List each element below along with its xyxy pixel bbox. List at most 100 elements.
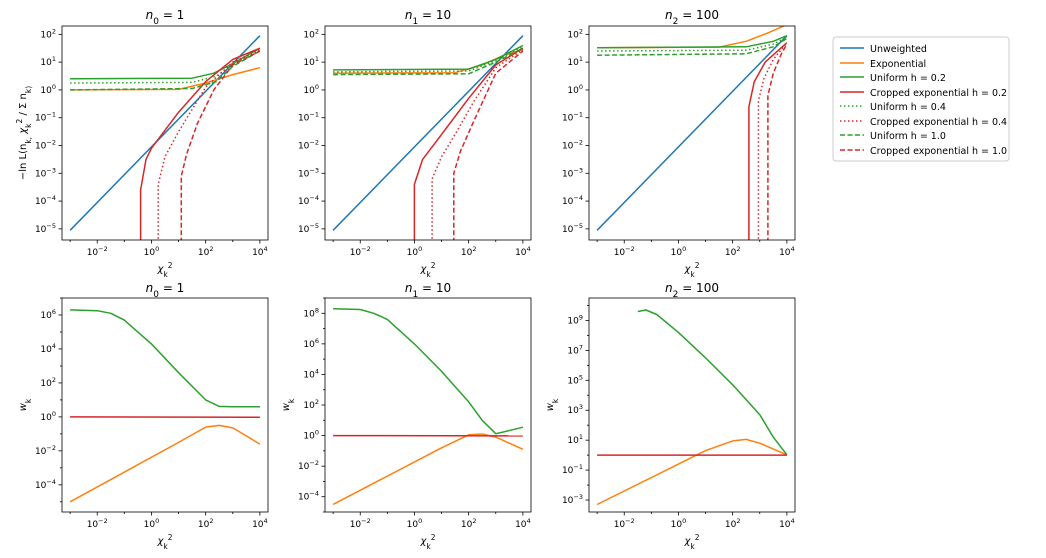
x-tick-label: 102 bbox=[461, 245, 477, 258]
y-tick-label: 10−2 bbox=[35, 444, 56, 457]
axes-frame bbox=[588, 297, 796, 513]
axes-frame bbox=[588, 25, 796, 241]
y-axis-label: wk bbox=[545, 398, 560, 411]
y-tick-label: 10−1 bbox=[298, 111, 319, 124]
y-tick-label: 102 bbox=[303, 398, 319, 411]
legend-item: Uniform h = 0.4 bbox=[840, 102, 946, 113]
series-line-uniform-h-0.2 bbox=[70, 309, 260, 408]
series-line-exponential bbox=[596, 438, 788, 506]
y-tick-label: 108 bbox=[303, 306, 319, 319]
y-tick-label: 102 bbox=[40, 27, 56, 40]
legend-label: Uniform h = 1.0 bbox=[870, 131, 946, 142]
y-tick-label: 10−4 bbox=[35, 194, 56, 207]
x-tick-label: 100 bbox=[407, 245, 423, 258]
x-tick-label: 104 bbox=[515, 245, 531, 258]
chart-title: n0 = 1 bbox=[146, 8, 185, 27]
series-group bbox=[596, 26, 788, 240]
series-line-uniform-h-1.0 bbox=[333, 47, 524, 76]
x-tick-label: 102 bbox=[198, 517, 214, 530]
legend-label: Uniform h = 0.4 bbox=[870, 102, 946, 113]
y-tick-label: 10−3 bbox=[562, 166, 583, 179]
legend-box bbox=[832, 36, 1010, 162]
chart-title: n2 = 100 bbox=[665, 8, 719, 27]
y-axis-label: −ln L(nk, χk2 / Σ nk) bbox=[15, 86, 33, 180]
chart-title: n1 = 10 bbox=[405, 281, 451, 300]
series-group bbox=[69, 309, 261, 503]
x-tick-label: 100 bbox=[144, 245, 160, 258]
x-tick-label: 10−2 bbox=[87, 517, 108, 530]
chart-title: n2 = 100 bbox=[665, 281, 719, 300]
series-line-uniform-h-0.2 bbox=[70, 47, 261, 80]
x-axis-label: χk2 bbox=[156, 261, 172, 279]
chart-panel: n0 = 1 10−2 100 102 104 10−5 10−4 10−3 10−2 10−1 1… bbox=[15, 8, 269, 279]
y-tick-label: 100 bbox=[40, 410, 56, 423]
y-axis-label: wk bbox=[281, 398, 296, 411]
x-tick-label: 102 bbox=[461, 517, 477, 530]
y-tick-label: 10−2 bbox=[298, 139, 319, 152]
x-tick-label: 104 bbox=[252, 245, 268, 258]
series-line-unweighted bbox=[332, 35, 524, 231]
x-tick-label: 10−2 bbox=[350, 517, 371, 530]
x-tick-label: 104 bbox=[779, 517, 795, 530]
x-tick-label: 104 bbox=[252, 517, 268, 530]
y-tick-label: 10−4 bbox=[298, 490, 319, 503]
chart-title: n0 = 1 bbox=[146, 281, 185, 300]
x-tick-label: 100 bbox=[144, 517, 160, 530]
y-tick-label: 102 bbox=[303, 27, 319, 40]
y-tick-label: 10−3 bbox=[298, 166, 319, 179]
y-tick-label: 107 bbox=[567, 343, 583, 356]
legend: Unweighted Exponential Uniform h = 0.2 C… bbox=[832, 36, 1010, 162]
y-tick-label: 10−5 bbox=[35, 222, 56, 235]
y-tick-label: 10−2 bbox=[298, 459, 319, 472]
y-axis-label: wk bbox=[18, 398, 33, 411]
axes-frame bbox=[324, 25, 532, 241]
series-group bbox=[69, 35, 261, 240]
y-tick-label: 10−1 bbox=[35, 111, 56, 124]
y-tick-label: 10−4 bbox=[298, 194, 319, 207]
chart-panel: n1 = 10 10−2 100 102 104 10−5 10−4 10−3 10−2 10−1… bbox=[298, 8, 532, 279]
y-tick-label: 10−3 bbox=[35, 166, 56, 179]
y-tick-label: 104 bbox=[303, 367, 319, 380]
legend-label: Exponential bbox=[870, 59, 926, 70]
x-tick-label: 100 bbox=[407, 517, 423, 530]
chart-panel: n2 = 100 10−2 100 102 104 10−5 10−4 10−3 10−2 10−… bbox=[562, 8, 796, 279]
x-tick-label: 104 bbox=[779, 245, 795, 258]
x-axis-label: χk2 bbox=[419, 533, 435, 551]
x-tick-label: 104 bbox=[515, 517, 531, 530]
series-line-uniform-h-0.2 bbox=[333, 44, 524, 71]
series-line-cropped-exponential-h-0.2 bbox=[413, 47, 524, 240]
y-tick-label: 102 bbox=[567, 27, 583, 40]
series-group bbox=[332, 307, 524, 506]
chart-title: n1 = 10 bbox=[405, 8, 451, 27]
x-tick-label: 10−2 bbox=[87, 245, 108, 258]
series-line-cropped-exponential-h-0.2 bbox=[748, 42, 788, 240]
x-tick-label: 102 bbox=[725, 517, 741, 530]
y-tick-label: 105 bbox=[567, 373, 583, 386]
axes-frame bbox=[61, 297, 269, 513]
y-tick-label: 101 bbox=[567, 55, 583, 68]
y-tick-label: 103 bbox=[567, 403, 583, 416]
y-tick-label: 104 bbox=[40, 342, 56, 355]
y-tick-label: 101 bbox=[303, 55, 319, 68]
legend-label: Cropped exponential h = 0.4 bbox=[870, 117, 1007, 128]
legend-item: Unweighted bbox=[840, 44, 927, 55]
x-tick-label: 100 bbox=[671, 245, 687, 258]
series-line-uniform-h-0.2 bbox=[597, 35, 788, 49]
series-group bbox=[332, 35, 524, 240]
x-axis-label: χk2 bbox=[419, 261, 435, 279]
legend-label: Uniform h = 0.2 bbox=[870, 73, 946, 84]
series-line-cropped-exponential-h-0.4 bbox=[757, 42, 788, 240]
series-line-exponential bbox=[332, 433, 524, 506]
x-tick-label: 10−2 bbox=[350, 245, 371, 258]
series-line-cropped-exponential-h-0.4 bbox=[157, 48, 261, 240]
series-line-uniform-h-0.4 bbox=[597, 36, 788, 52]
series-line-uniform-h-0.2 bbox=[637, 309, 788, 456]
y-tick-label: 100 bbox=[40, 83, 56, 96]
y-tick-label: 100 bbox=[303, 83, 319, 96]
x-axis-label: χk2 bbox=[683, 533, 699, 551]
x-axis-label: χk2 bbox=[156, 533, 172, 551]
y-tick-label: 10−1 bbox=[562, 111, 583, 124]
x-tick-label: 100 bbox=[671, 517, 687, 530]
y-tick-label: 101 bbox=[567, 433, 583, 446]
y-tick-label: 10−5 bbox=[298, 222, 319, 235]
